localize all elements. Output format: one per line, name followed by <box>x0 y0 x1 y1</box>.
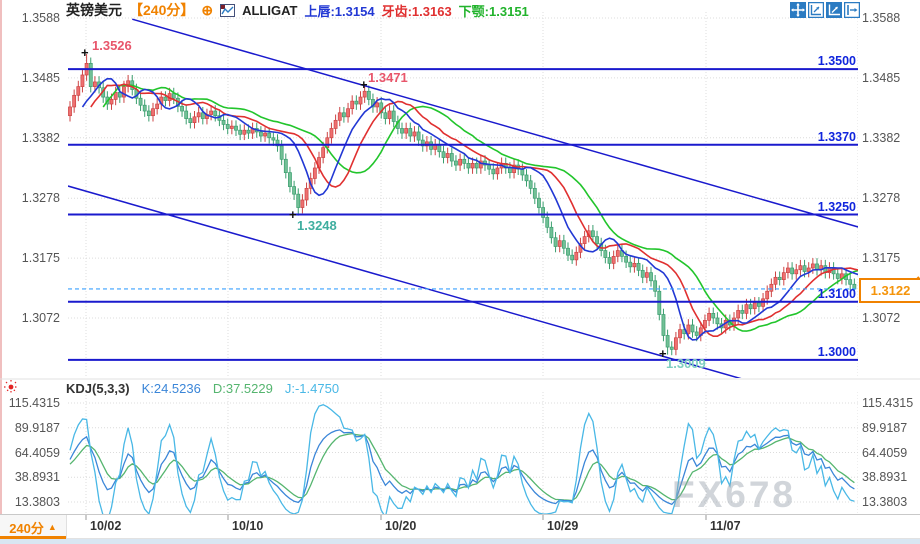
alligator-lips-legend: 上唇:1.3154 <box>304 3 375 19</box>
date-axis-label: 10/20 <box>385 519 417 533</box>
price-axis-label-left: 1.3072 <box>21 311 60 325</box>
price-axis-label-right: 1.3382 <box>862 130 901 145</box>
date-axis-label: 10/29 <box>547 519 579 533</box>
kdj-axis-label-right: 38.8931 <box>862 470 908 485</box>
price-axis-label-right: 1.3175 <box>862 251 901 266</box>
move-tool-icon[interactable] <box>790 2 806 18</box>
extreme-marker-icon: + <box>360 77 368 92</box>
level-label: 1.3500 <box>817 54 856 69</box>
date-axis-label: 10/02 <box>90 519 122 533</box>
level-label: 1.3250 <box>817 199 856 214</box>
level-label: 1.3000 <box>817 344 856 359</box>
price-annotation: 1.3009 <box>666 356 706 371</box>
period-tab-arrow-icon: ▲ <box>47 522 57 532</box>
price-axis-label-right: 1.3485 <box>862 70 901 85</box>
kdj-axis-label-left: 64.4059 <box>14 445 60 460</box>
indicator-chart-icon <box>220 3 236 17</box>
kdj-k-value: K:24.5236 <box>141 380 201 396</box>
kdj-axis-label-right: 13.3803 <box>862 495 908 509</box>
current-price-box: 1.3122 <box>859 277 920 303</box>
kdj-axis-label-left: 115.4315 <box>8 396 60 410</box>
indicator-name: ALLIGAT <box>242 2 298 18</box>
axis-scale-icon[interactable] <box>826 2 842 18</box>
level-label: 1.3100 <box>817 286 856 301</box>
period-tab-label: 240分 <box>9 520 44 536</box>
chart-toolbar <box>790 2 860 18</box>
price-axis-label-right: 1.3278 <box>862 191 901 206</box>
period-tab[interactable]: 240分 ▲ <box>0 515 67 539</box>
price-axis-label-left: 1.3588 <box>21 11 60 25</box>
price-axis-label-left: 1.3485 <box>21 70 60 85</box>
left-border <box>0 0 2 544</box>
kdj-j-value: J:-1.4750 <box>284 380 340 396</box>
kdj-axis-label-right: 89.9187 <box>862 420 908 435</box>
price-annotation: 1.3471 <box>368 70 408 85</box>
symbol-title: 英镑美元 <box>66 2 122 18</box>
indicator-settings-icon[interactable] <box>3 379 19 395</box>
date-axis-label: 11/07 <box>710 519 741 533</box>
price-annotation: 1.3526 <box>92 38 132 53</box>
kdj-title: KDJ(5,3,3) <box>66 380 130 396</box>
kdj-header: KDJ(5,3,3) K:24.5236 D:37.5229 J:-1.4750 <box>66 380 339 396</box>
period-tab-underline <box>0 536 66 539</box>
kdj-axis-label-right: 115.4315 <box>862 396 914 410</box>
kdj-axis-label-right: 64.4059 <box>862 445 908 460</box>
price-annotation: 1.3248 <box>297 218 337 233</box>
kdj-axis-label-left: 38.8931 <box>14 470 60 485</box>
price-axis-label-left: 1.3278 <box>21 191 60 206</box>
price-axis-label-left: 1.3382 <box>21 130 60 145</box>
bottom-scrollbar[interactable] <box>0 539 920 544</box>
kdj-axis-label-left: 13.3803 <box>14 495 60 509</box>
price-axis-label-right: 1.3588 <box>862 11 901 25</box>
extreme-marker-icon: + <box>289 207 297 222</box>
chart-header: 英镑美元 【240分】 ⊕ ALLIGAT 上唇:1.3154 牙齿:1.316… <box>66 0 529 20</box>
kdj-d-value: D:37.5229 <box>212 380 273 396</box>
price-axis-label-left: 1.3175 <box>21 251 60 266</box>
exit-chart-icon[interactable] <box>844 2 860 18</box>
extreme-marker-icon: + <box>659 346 667 361</box>
date-axis-label: 10/10 <box>232 519 264 533</box>
add-indicator-icon[interactable]: ⊕ <box>201 1 214 18</box>
box-zoom-icon[interactable] <box>808 2 824 18</box>
period-label: 【240分】 <box>129 2 195 18</box>
kdj-axis-label-left: 89.9187 <box>14 420 60 435</box>
price-axis-label-right: 1.3072 <box>862 311 901 325</box>
alligator-teeth-legend: 牙齿:1.3163 <box>381 3 452 19</box>
extreme-marker-icon: + <box>81 45 89 60</box>
watermark: FX678 <box>672 474 797 515</box>
alligator-jaw-legend: 下颚:1.3151 <box>458 3 529 19</box>
level-label: 1.3370 <box>817 129 856 144</box>
